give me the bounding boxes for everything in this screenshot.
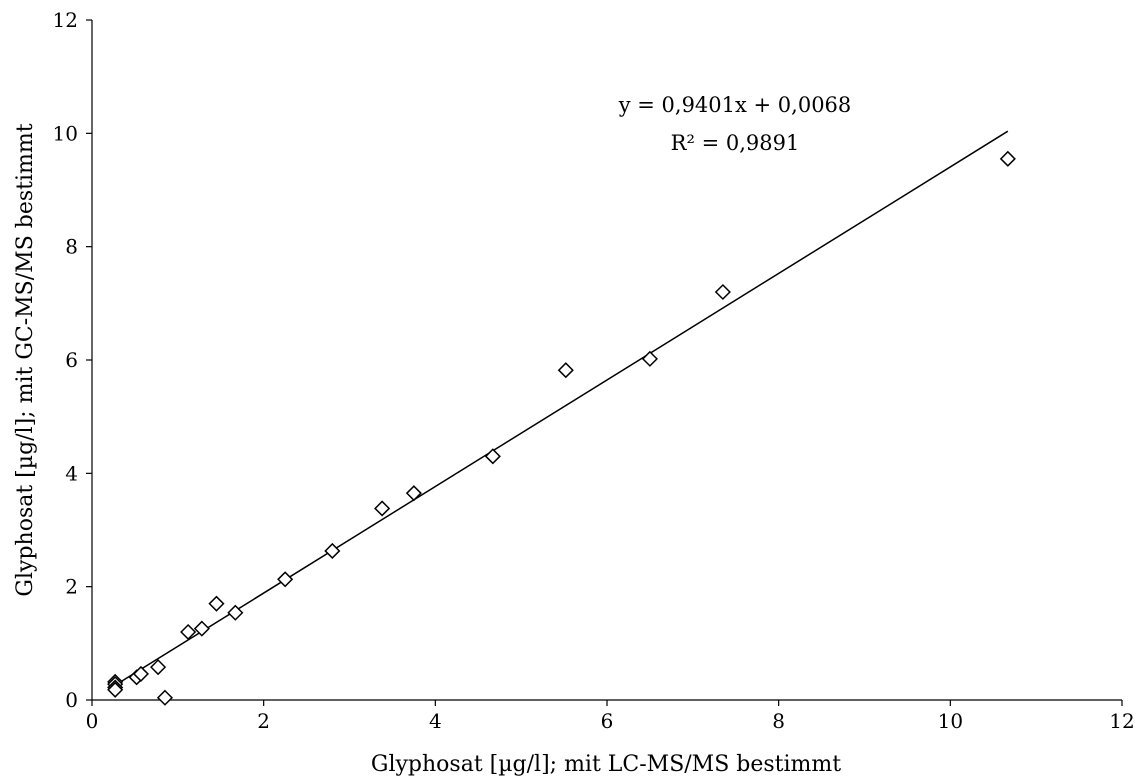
data-point xyxy=(484,448,501,465)
x-ticks: 0 2 4 6 8 10 12 xyxy=(86,700,1135,733)
x-axis-title: Glyphosat [µg/l]; mit LC-MS/MS bestimmt xyxy=(371,752,841,777)
data-point xyxy=(324,542,341,560)
axes xyxy=(91,20,1122,701)
y-ticks: 0 2 4 6 8 10 12 xyxy=(53,8,92,712)
data-point xyxy=(150,659,167,676)
data-point xyxy=(641,350,658,367)
data-point xyxy=(208,595,225,612)
y-axis-title: Glyphosat [µg/l]; mit GC-MS/MS bestimmt xyxy=(13,123,38,596)
data-point xyxy=(714,283,731,301)
x-tick-label: 12 xyxy=(1109,709,1134,733)
y-tick-label: 8 xyxy=(65,235,78,259)
data-point xyxy=(180,623,197,641)
data-point xyxy=(999,150,1016,167)
y-tick-label: 12 xyxy=(53,8,78,32)
trendline-equation: y = 0,9401x + 0,0068 xyxy=(618,93,852,117)
data-point xyxy=(277,571,294,588)
r-squared-label: R² = 0,9891 xyxy=(671,131,800,155)
data-point xyxy=(107,681,124,698)
x-tick-label: 0 xyxy=(86,709,99,733)
y-tick-label: 4 xyxy=(65,461,78,485)
x-tick-label: 6 xyxy=(601,709,614,733)
data-point xyxy=(374,500,391,517)
data-point xyxy=(132,665,149,682)
x-tick-label: 2 xyxy=(257,709,270,733)
y-tick-label: 6 xyxy=(65,348,78,372)
y-tick-label: 2 xyxy=(65,575,78,599)
x-tick-label: 8 xyxy=(772,709,785,733)
x-tick-label: 10 xyxy=(938,709,963,733)
data-point xyxy=(156,689,174,706)
data-point xyxy=(193,620,210,637)
data-point xyxy=(405,485,422,502)
data-points xyxy=(107,150,1016,706)
x-tick-label: 4 xyxy=(429,709,442,733)
y-tick-label: 10 xyxy=(53,121,78,145)
data-point xyxy=(227,604,244,621)
y-tick-label: 0 xyxy=(65,688,78,712)
trendline xyxy=(108,130,1009,690)
data-point xyxy=(557,362,574,379)
